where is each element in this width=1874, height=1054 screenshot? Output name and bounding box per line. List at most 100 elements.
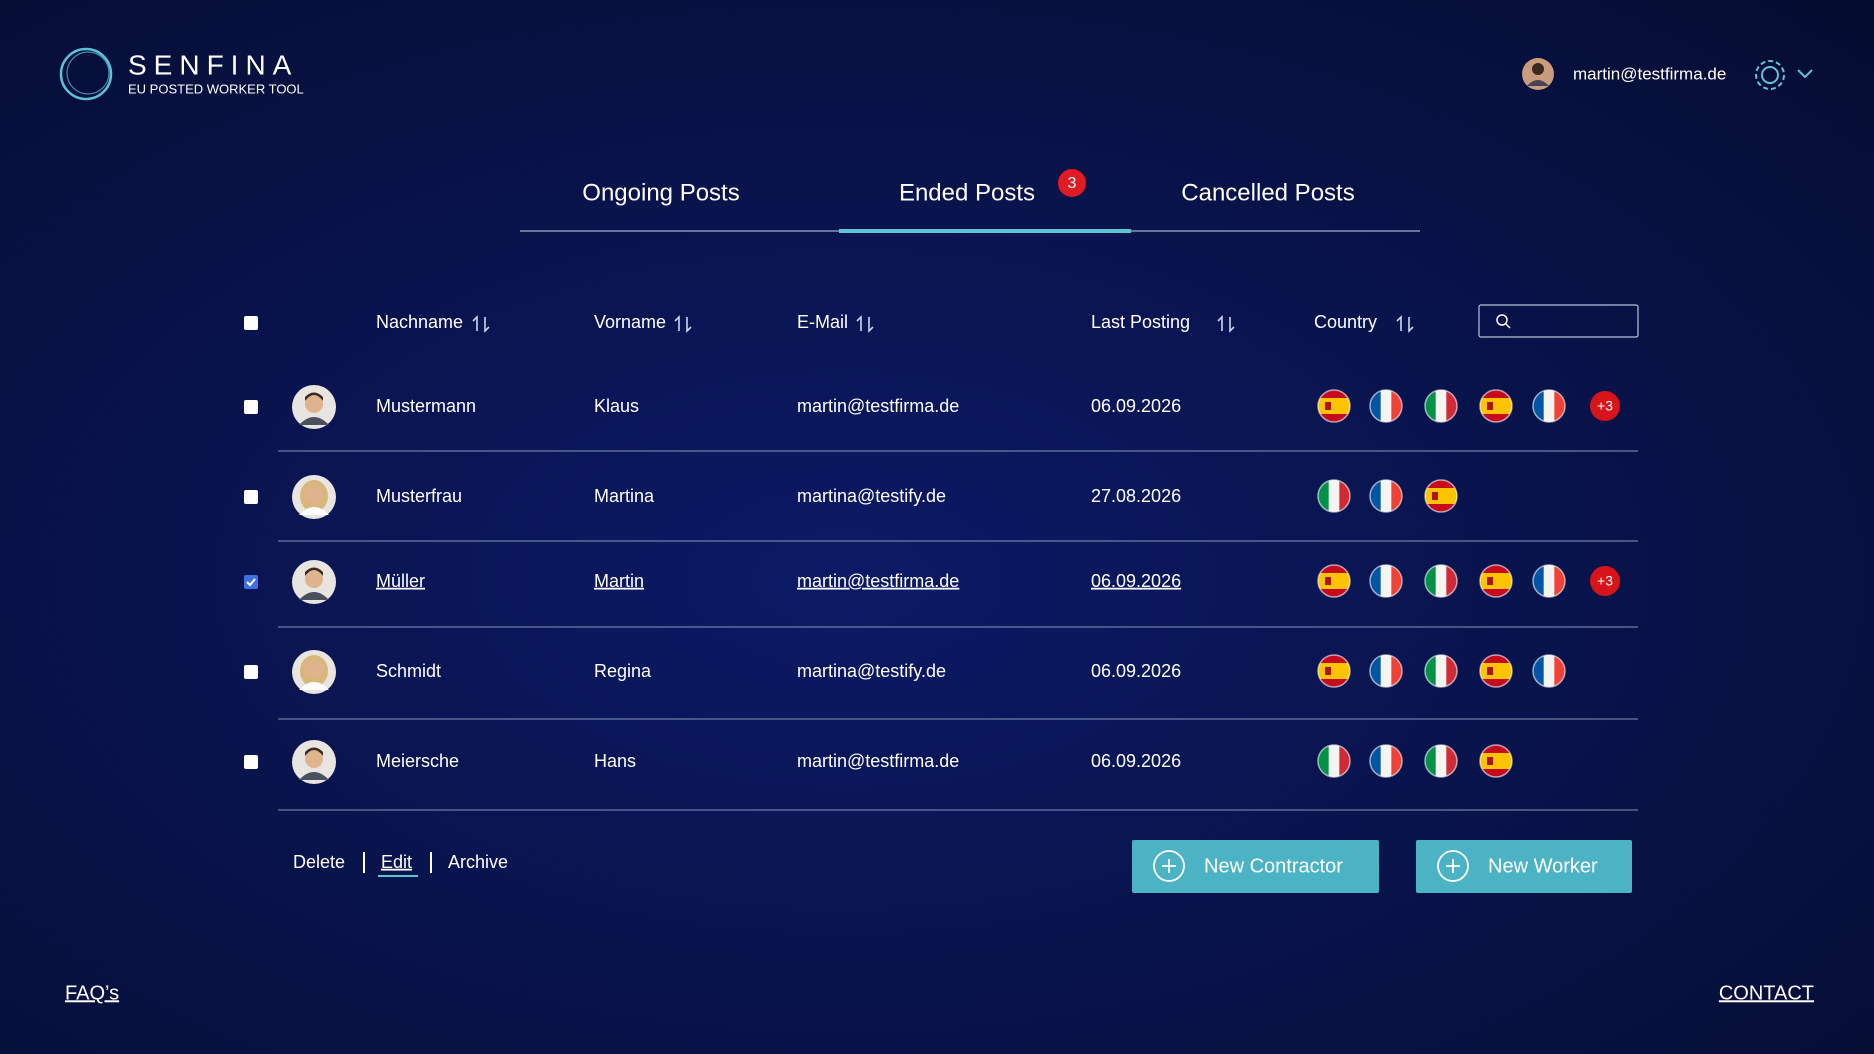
cell-email[interactable]: martina@testify.de <box>797 486 946 506</box>
tagline: EU POSTED WORKER TOOL <box>128 81 304 96</box>
flag-stripe <box>1380 390 1392 422</box>
cell-last-posting[interactable]: 27.08.2026 <box>1091 486 1181 506</box>
checkbox-box <box>244 575 258 589</box>
flag-stripe <box>1391 565 1402 597</box>
flag-rim <box>1317 479 1351 513</box>
flag <box>1370 655 1402 687</box>
avatar-body <box>299 417 329 425</box>
checkbox[interactable] <box>244 400 258 414</box>
tab[interactable]: Cancelled Posts <box>1181 179 1354 206</box>
flag-stripe <box>1318 398 1350 414</box>
flag-stripe <box>1543 390 1555 422</box>
flag <box>1480 390 1512 422</box>
flag-rim <box>1369 564 1403 598</box>
sort-icon[interactable] <box>1217 315 1235 333</box>
flag-stripe <box>1370 655 1382 687</box>
avatar <box>292 385 336 429</box>
settings-icon[interactable] <box>1755 60 1813 90</box>
cell-email[interactable]: martin@testfirma.de <box>797 396 959 416</box>
cell-last-name[interactable]: Musterfrau <box>376 486 462 506</box>
cell-email[interactable]: martin@testfirma.de <box>797 751 959 771</box>
action-link[interactable]: Edit <box>381 852 412 872</box>
flag <box>1370 565 1402 597</box>
avatar-body <box>299 592 329 600</box>
more-badge <box>1590 566 1620 596</box>
column-header[interactable]: Vorname <box>594 312 666 332</box>
checkbox[interactable] <box>244 490 258 504</box>
avatar-face <box>305 750 323 768</box>
cell-last-posting[interactable]: 06.09.2026 <box>1091 751 1181 771</box>
flag-stripe <box>1533 565 1545 597</box>
avatar <box>292 475 336 519</box>
tab[interactable]: Ongoing Posts <box>582 179 739 206</box>
avatar <box>292 650 336 694</box>
cell-last-posting[interactable]: 06.09.2026 <box>1091 571 1181 591</box>
flag-rim <box>1369 389 1403 423</box>
cell-last-name[interactable]: Meiersche <box>376 751 459 771</box>
checkbox[interactable] <box>244 575 258 589</box>
button-label[interactable]: New Contractor <box>1204 855 1343 877</box>
flag-stripe <box>1480 573 1512 589</box>
user-email[interactable]: martin@testfirma.de <box>1573 64 1726 83</box>
flag-stripe <box>1318 480 1330 512</box>
column-header[interactable]: Country <box>1314 312 1377 332</box>
sort-icon[interactable] <box>674 315 692 333</box>
cell-first-name[interactable]: Klaus <box>594 396 639 416</box>
flag-rim <box>1317 654 1351 688</box>
checkbox[interactable] <box>244 316 258 330</box>
contact-link[interactable]: CONTACT <box>1719 982 1814 1004</box>
flag-rim <box>1479 744 1513 778</box>
flag-stripe <box>1533 655 1545 687</box>
search-box[interactable] <box>1478 304 1639 338</box>
sort-icon[interactable] <box>1396 315 1414 333</box>
avatar-body <box>299 772 329 780</box>
avatar-body <box>299 682 329 690</box>
more-count: +3 <box>1597 573 1613 589</box>
plus-icon <box>1153 850 1185 882</box>
cell-last-name[interactable]: Schmidt <box>376 661 441 681</box>
flag <box>1318 565 1350 597</box>
button-label[interactable]: New Worker <box>1488 855 1598 877</box>
user-avatar[interactable] <box>1522 58 1554 90</box>
flag-rim <box>1479 654 1513 688</box>
checkbox[interactable] <box>244 755 258 769</box>
flag-rim <box>1369 744 1403 778</box>
tab[interactable]: Ended Posts <box>899 179 1035 206</box>
action-link[interactable]: Archive <box>448 852 508 872</box>
cell-last-name[interactable]: Mustermann <box>376 396 476 416</box>
cell-last-name[interactable]: Müller <box>376 571 425 591</box>
cell-email[interactable]: martina@testify.de <box>797 661 946 681</box>
flag <box>1370 390 1402 422</box>
flag-emblem <box>1325 577 1331 585</box>
action-link[interactable]: Delete <box>293 852 345 872</box>
flag-stripe <box>1446 390 1457 422</box>
cell-last-posting[interactable]: 06.09.2026 <box>1091 661 1181 681</box>
column-header[interactable]: E-Mail <box>797 312 848 332</box>
faq-link[interactable]: FAQ’s <box>65 982 119 1004</box>
flag <box>1425 655 1457 687</box>
cell-first-name[interactable]: Martin <box>594 571 644 591</box>
flag-rim <box>1532 654 1566 688</box>
flag-rim <box>1369 654 1403 688</box>
sort-icon[interactable] <box>856 315 874 333</box>
plus-icon-cross <box>1162 859 1176 873</box>
flag <box>1425 745 1457 777</box>
checkbox[interactable] <box>244 665 258 679</box>
checkbox-box <box>244 755 258 769</box>
cell-first-name[interactable]: Martina <box>594 486 655 506</box>
flag <box>1533 390 1565 422</box>
column-header[interactable]: Last Posting <box>1091 312 1190 332</box>
cell-first-name[interactable]: Hans <box>594 751 636 771</box>
button[interactable]: New Contractor <box>1132 840 1379 893</box>
flag-rim <box>1479 564 1513 598</box>
column-header[interactable]: Nachname <box>376 312 463 332</box>
button[interactable]: New Worker <box>1416 840 1632 893</box>
cell-last-posting[interactable]: 06.09.2026 <box>1091 396 1181 416</box>
sort-icon[interactable] <box>472 315 490 333</box>
cell-first-name[interactable]: Regina <box>594 661 652 681</box>
avatar-hair <box>305 567 323 576</box>
cell-email[interactable]: martin@testfirma.de <box>797 571 959 591</box>
flag-stripe <box>1425 390 1437 422</box>
